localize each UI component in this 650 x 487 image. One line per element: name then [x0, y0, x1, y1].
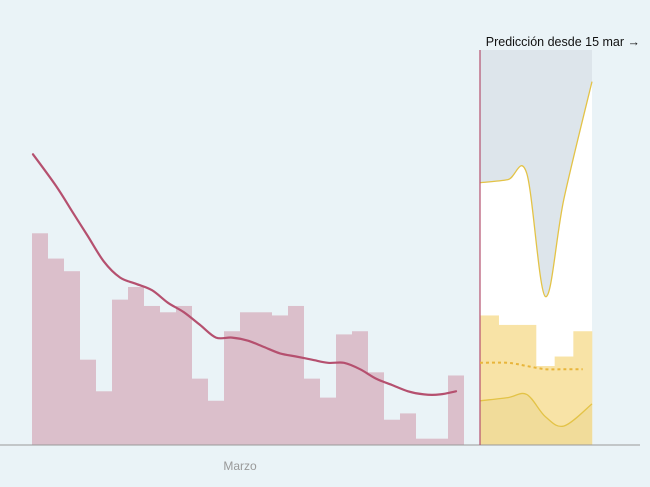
bar [224, 331, 240, 445]
bar [176, 305, 192, 445]
bar [208, 400, 224, 445]
bar [144, 305, 160, 445]
bar [128, 287, 144, 445]
prediction-annotation: Predicción desde 15 mar → [486, 35, 640, 49]
bar [32, 233, 48, 445]
bar [304, 378, 320, 445]
bar [64, 271, 80, 445]
prediction-bars [480, 315, 593, 445]
bar [336, 334, 352, 445]
bar [160, 312, 176, 445]
prediction-average-line [479, 361, 583, 371]
bar [112, 299, 128, 445]
bar [256, 312, 272, 445]
bar [416, 438, 432, 445]
bar [352, 331, 368, 445]
bar [400, 413, 416, 445]
bar [368, 372, 384, 445]
bar [320, 397, 336, 445]
bar [80, 359, 96, 445]
bar [240, 312, 256, 445]
observed-bars [32, 233, 464, 445]
prediction-lower-line [479, 392, 593, 428]
bar [432, 438, 448, 445]
moving-average-line [31, 153, 458, 396]
bar [192, 378, 208, 445]
prediction-lower-fill [480, 393, 592, 445]
bar [448, 375, 464, 445]
x-tick-label-marzo: Marzo [223, 459, 257, 473]
bar [384, 419, 400, 445]
prediction-upper-line [479, 81, 593, 298]
bar [288, 305, 304, 445]
bar [48, 258, 64, 445]
bar [96, 391, 112, 445]
bar [272, 315, 288, 445]
